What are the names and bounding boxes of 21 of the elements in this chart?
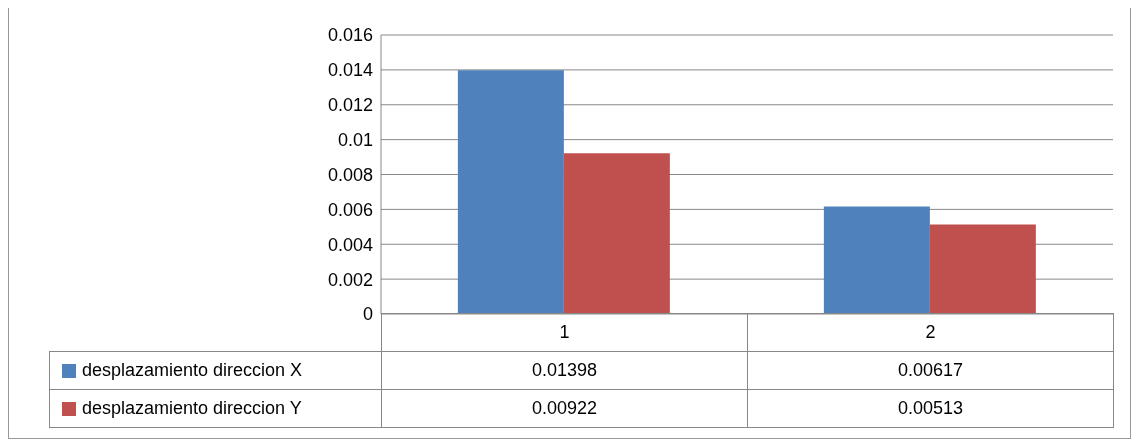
y-tick-label: 0.006 (327, 199, 373, 220)
y-tick-label: 0 (362, 304, 373, 325)
data-label: 0.00922 (381, 389, 748, 428)
legend-label: desplazamiento direccion Y (82, 398, 302, 419)
legend-label: desplazamiento direccion X (82, 360, 303, 381)
data-label: 0.00513 (747, 389, 1114, 428)
y-tick-label: 0.004 (327, 234, 373, 255)
bar (563, 153, 670, 314)
bar (929, 224, 1036, 314)
y-tick-label: 0.012 (327, 95, 373, 116)
y-tick-label: 0.008 (327, 164, 373, 185)
x-tick-label: 1 (381, 313, 748, 352)
bar (823, 206, 930, 314)
y-tick-label: 0.01 (337, 130, 373, 151)
y-tick-label: 0.014 (327, 60, 373, 81)
data-label: 0.00617 (747, 351, 1114, 390)
x-tick-label: 2 (747, 313, 1114, 352)
data-label: 0.01398 (381, 351, 748, 390)
y-tick-label: 0.016 (327, 25, 373, 46)
y-tick-label: 0.002 (327, 269, 373, 290)
bar (457, 70, 564, 314)
